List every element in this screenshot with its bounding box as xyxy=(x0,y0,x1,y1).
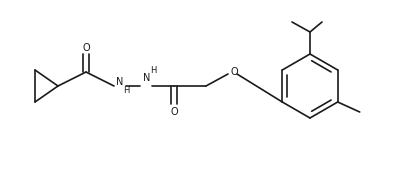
Text: O: O xyxy=(82,43,90,53)
Text: H: H xyxy=(123,85,129,94)
Text: N: N xyxy=(143,73,151,83)
Text: O: O xyxy=(230,67,238,77)
Text: O: O xyxy=(170,107,178,117)
Text: H: H xyxy=(150,66,156,74)
Text: N: N xyxy=(116,77,124,87)
